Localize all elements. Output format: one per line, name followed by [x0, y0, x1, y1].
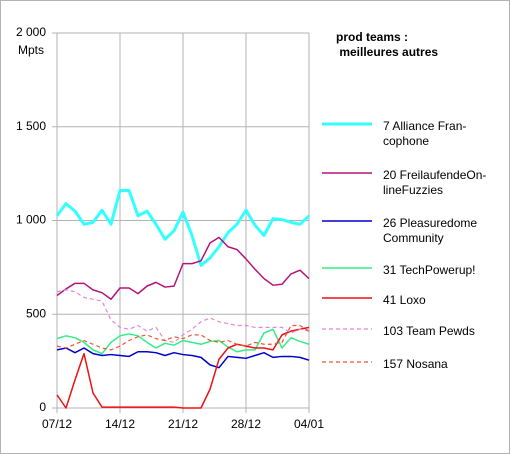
series-line	[56, 347, 310, 369]
series-line	[56, 326, 310, 409]
legend-label: 20 FreilaufendeOn-lineFuzzies	[383, 168, 486, 197]
legend-label: 7 Alliance Fran-cophone	[383, 119, 466, 148]
x-tick-label: 28/12	[231, 417, 261, 431]
legend-label: 157 Nosana	[383, 357, 448, 371]
legend-label: 26 Pleasuredome Community	[383, 216, 477, 245]
series-line	[56, 328, 310, 355]
series-line	[56, 324, 310, 351]
legend-label: 103 Team Pewds	[383, 324, 475, 338]
y-tick-label: 500	[26, 306, 46, 320]
x-tick-label: 07/12	[42, 417, 72, 431]
series-line	[56, 236, 310, 300]
series-line	[55, 189, 311, 267]
y-tick-label: 2 000	[16, 25, 46, 39]
x-tick-label: 04/01	[294, 417, 324, 431]
legend-label: 41 Loxo	[383, 293, 426, 307]
y-tick-label: 0	[39, 400, 46, 414]
legend-label: 31 TechPowerup!	[383, 263, 476, 277]
x-tick-label: 21/12	[168, 417, 198, 431]
y-tick-label: 1 000	[16, 213, 46, 227]
y-axis-label: Mpts	[18, 43, 44, 57]
series-line	[56, 289, 310, 343]
legend-title: prod teams : meilleures autres	[336, 30, 438, 59]
y-tick-label: 1 500	[16, 119, 46, 133]
x-tick-label: 14/12	[105, 417, 135, 431]
